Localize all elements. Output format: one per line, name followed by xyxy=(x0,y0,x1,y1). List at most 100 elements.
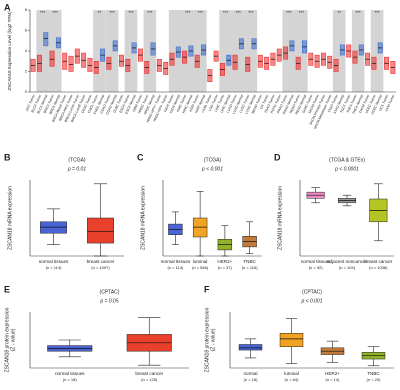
x-tick-label: KICH Tumor xyxy=(163,93,175,112)
pair-shade xyxy=(244,10,258,92)
significance: *** xyxy=(53,10,59,15)
n-label: (n = 18) xyxy=(63,377,78,382)
significance: *** xyxy=(356,10,362,15)
box xyxy=(68,55,74,72)
box xyxy=(49,50,55,67)
pair-shade xyxy=(194,10,207,92)
n-label: (n = 114) xyxy=(167,265,183,270)
pair-shade xyxy=(370,10,384,92)
n-label: (n = 64) xyxy=(285,377,300,382)
p-value: p = 0.05 xyxy=(99,298,118,304)
panel-title: (TCGA & GTEx) xyxy=(329,157,365,163)
significance: *** xyxy=(109,10,115,15)
x-tick-label: adjacent noncancer xyxy=(327,259,368,264)
pair-shade xyxy=(282,10,296,92)
significance: *** xyxy=(374,10,380,15)
x-tick-label: UCS Tumor xyxy=(378,93,389,112)
panel-title: (CPTAC) xyxy=(302,289,322,295)
y-axis-label: ZSCAN18 mRNA expression xyxy=(140,186,146,250)
significance: *** xyxy=(40,10,46,15)
y-axis-label: ZSCAN18 Expression Level (log2 TPM) xyxy=(7,11,12,91)
significance: *** xyxy=(236,10,242,15)
significance: *** xyxy=(147,10,153,15)
y-tick-label: 0 xyxy=(25,89,28,94)
n-label: (n = 20) xyxy=(367,377,382,382)
x-tick-label: KIRC Tumor xyxy=(176,93,188,112)
significance: *** xyxy=(198,10,204,15)
pair-shade xyxy=(351,10,365,92)
panel-label: D xyxy=(274,152,281,162)
n-label: (n = 566) xyxy=(192,265,209,270)
x-tick-label: TNBC xyxy=(243,259,256,264)
panel-label: F xyxy=(204,284,210,294)
y-axis-label: ZSCAN18 protein expression xyxy=(4,307,10,372)
y-axis-label: ZSCAN18 mRNA expression xyxy=(277,186,283,250)
n-label: (n = 14) xyxy=(326,377,341,382)
x-tick-label: normal tissues xyxy=(301,259,331,264)
panel-label: E xyxy=(4,284,10,294)
x-tick-label: normal tissues xyxy=(55,371,85,376)
x-tick-label: normal xyxy=(243,371,257,376)
panel-label: B xyxy=(4,152,11,162)
y-axis-label: ZSCAN18 protein expression xyxy=(204,307,210,372)
pair-shade xyxy=(219,10,232,92)
x-tick-label: KIRP Tumor xyxy=(189,93,201,112)
x-tick-label: normal tissues xyxy=(39,259,69,264)
y-tick-label: 4 xyxy=(25,48,28,53)
n-label: (n = 104) xyxy=(339,265,356,270)
x-tick-label: luminal xyxy=(193,259,208,264)
n-label: (n = 37) xyxy=(218,265,233,270)
n-label: (n = 1097) xyxy=(91,265,110,270)
box xyxy=(87,57,93,72)
box xyxy=(87,217,114,244)
panel-label: A xyxy=(4,2,11,12)
x-tick-label: breast cancer xyxy=(364,259,392,264)
n-label: (n = 92) xyxy=(309,265,324,270)
x-tick-label: breast cancer xyxy=(135,371,163,376)
pair-shade xyxy=(105,10,119,92)
pair-shade xyxy=(181,10,195,92)
box xyxy=(279,333,304,347)
y-axis-label: ZSCAN18 mRNA expression xyxy=(7,186,13,250)
box xyxy=(119,54,124,67)
x-tick-label: luminal xyxy=(284,371,299,376)
x-tick-label: TNBC xyxy=(367,371,380,376)
y-tick-label: 8 xyxy=(25,7,28,12)
x-tick-label: OV Tumor xyxy=(259,93,270,109)
significance: ** xyxy=(337,10,341,15)
x-tick-label: breast cancer xyxy=(87,259,115,264)
panel-title: (CPTAC) xyxy=(100,289,120,295)
p-value: p < 0.001 xyxy=(301,298,323,304)
y-axis-label: (Z - value) xyxy=(10,328,16,351)
p-value: p < 0.001 xyxy=(201,166,223,172)
x-tick-label: HER2+ xyxy=(217,259,232,264)
box xyxy=(40,221,67,234)
p-value: p = 0.01 xyxy=(67,166,86,172)
x-tick-label: HER2+ xyxy=(325,371,340,376)
significance: *** xyxy=(185,10,191,15)
n-label: (n = 114) xyxy=(46,265,62,270)
significance: *** xyxy=(286,10,292,15)
y-tick-label: 6 xyxy=(25,28,28,33)
pair-shade xyxy=(231,10,245,92)
box xyxy=(238,344,263,351)
panel-title: (TCGA) xyxy=(204,157,222,163)
y-axis-label: (Z - value) xyxy=(210,328,216,351)
panel-title: (TCGA) xyxy=(68,157,86,163)
x-tick-label: LIHC Tumor xyxy=(214,93,226,112)
pair-shade xyxy=(168,10,182,92)
n-label: (n = 18) xyxy=(244,377,259,382)
box xyxy=(192,217,208,238)
n-label: (n = 1038) xyxy=(369,265,388,270)
x-tick-label: normal tissues xyxy=(161,259,191,264)
x-tick-label: GBM Tumor xyxy=(132,93,144,112)
n-label: (n = 125) xyxy=(141,377,158,382)
significance: *** xyxy=(128,10,134,15)
significance: *** xyxy=(299,10,305,15)
x-tick-label: UVM Tumor xyxy=(384,93,396,112)
x-tick-label: ACC Tumor xyxy=(25,93,36,112)
p-value: p < 0.0001 xyxy=(334,166,359,172)
significance: ** xyxy=(98,10,102,15)
pair-shade xyxy=(36,10,49,92)
y-tick-label: 2 xyxy=(25,69,28,74)
